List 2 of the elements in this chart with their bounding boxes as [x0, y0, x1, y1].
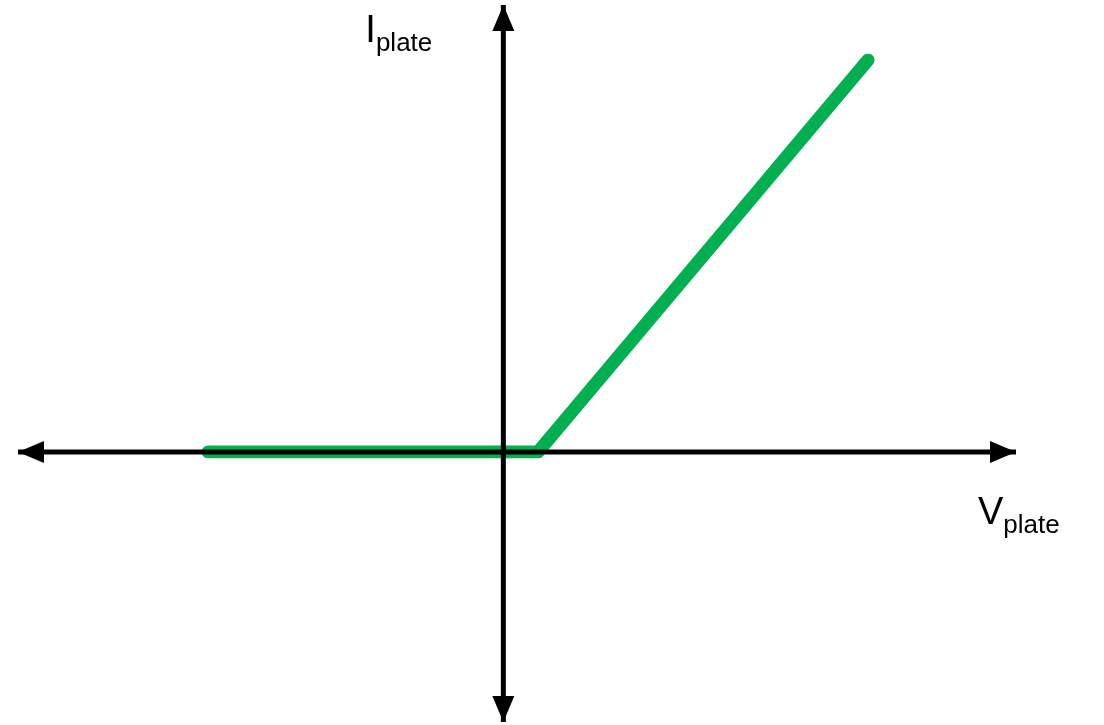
y-axis-title: I$_{plate}$	[365, 8, 433, 58]
x-axis-title: V$_{plate}$	[978, 490, 1060, 540]
